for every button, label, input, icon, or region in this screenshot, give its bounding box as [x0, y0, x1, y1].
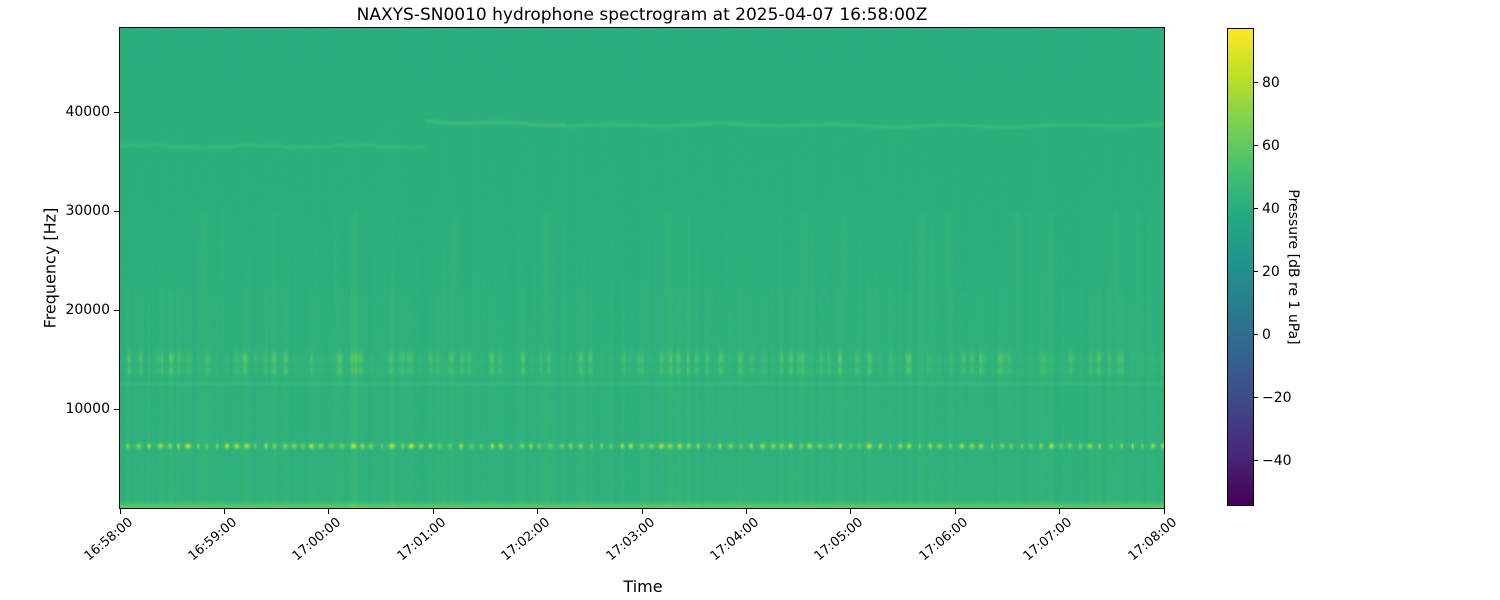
- y-tick-label: 10000: [65, 401, 110, 418]
- colorbar-tick: [1254, 334, 1258, 336]
- x-axis-label: Time: [623, 577, 663, 596]
- x-tick: [1163, 509, 1165, 514]
- colorbar-tick-label: 0: [1262, 326, 1271, 343]
- colorbar-label: Pressure [dB re 1 uPa]: [1285, 189, 1301, 345]
- spectrogram-canvas: [120, 28, 1164, 508]
- x-tick: [223, 509, 225, 514]
- x-tick: [328, 509, 330, 514]
- plot-area: [119, 27, 1165, 509]
- x-tick: [745, 509, 747, 514]
- y-tick: [114, 111, 119, 113]
- x-tick-label: 17:07:00: [1020, 515, 1076, 565]
- colorbar-tick-label: 40: [1262, 200, 1280, 217]
- x-tick: [537, 509, 539, 514]
- colorbar-tick: [1254, 397, 1258, 399]
- colorbar-tick-label: 60: [1262, 137, 1280, 154]
- colorbar: [1227, 28, 1254, 506]
- x-tick: [1059, 509, 1061, 514]
- figure-title: NAXYS-SN0010 hydrophone spectrogram at 2…: [356, 5, 928, 25]
- x-tick: [850, 509, 852, 514]
- x-tick-label: 17:03:00: [603, 515, 658, 565]
- colorbar-tick: [1254, 82, 1258, 84]
- y-tick-label: 40000: [65, 104, 110, 121]
- y-tick-label: 20000: [65, 302, 110, 319]
- x-tick: [119, 509, 121, 514]
- colorbar-tick: [1254, 460, 1258, 462]
- x-tick: [954, 509, 956, 514]
- x-tick: [641, 509, 643, 514]
- colorbar-tick-label: 80: [1262, 74, 1280, 91]
- x-tick-label: 17:08:00: [1125, 515, 1180, 565]
- x-tick-label: 17:05:00: [812, 515, 867, 565]
- colorbar-tick: [1254, 271, 1258, 273]
- x-tick: [432, 509, 434, 514]
- colorbar-tick-label: −20: [1262, 389, 1292, 406]
- y-tick-label: 30000: [65, 203, 110, 220]
- x-tick-label: 17:00:00: [290, 515, 345, 565]
- y-tick: [114, 408, 119, 410]
- colorbar-tick: [1254, 208, 1258, 210]
- x-tick-label: 17:06:00: [916, 515, 971, 565]
- x-tick-label: 17:01:00: [394, 515, 449, 565]
- x-tick-label: 16:59:00: [185, 515, 241, 565]
- y-tick: [114, 210, 119, 212]
- colorbar-tick-label: 20: [1262, 263, 1280, 280]
- x-tick-label: 17:04:00: [707, 515, 763, 565]
- colorbar-tick: [1254, 145, 1258, 147]
- x-tick-label: 17:02:00: [498, 515, 554, 565]
- x-tick-label: 16:58:00: [81, 515, 136, 565]
- colorbar-tick-label: −40: [1262, 452, 1292, 469]
- y-tick: [114, 309, 119, 311]
